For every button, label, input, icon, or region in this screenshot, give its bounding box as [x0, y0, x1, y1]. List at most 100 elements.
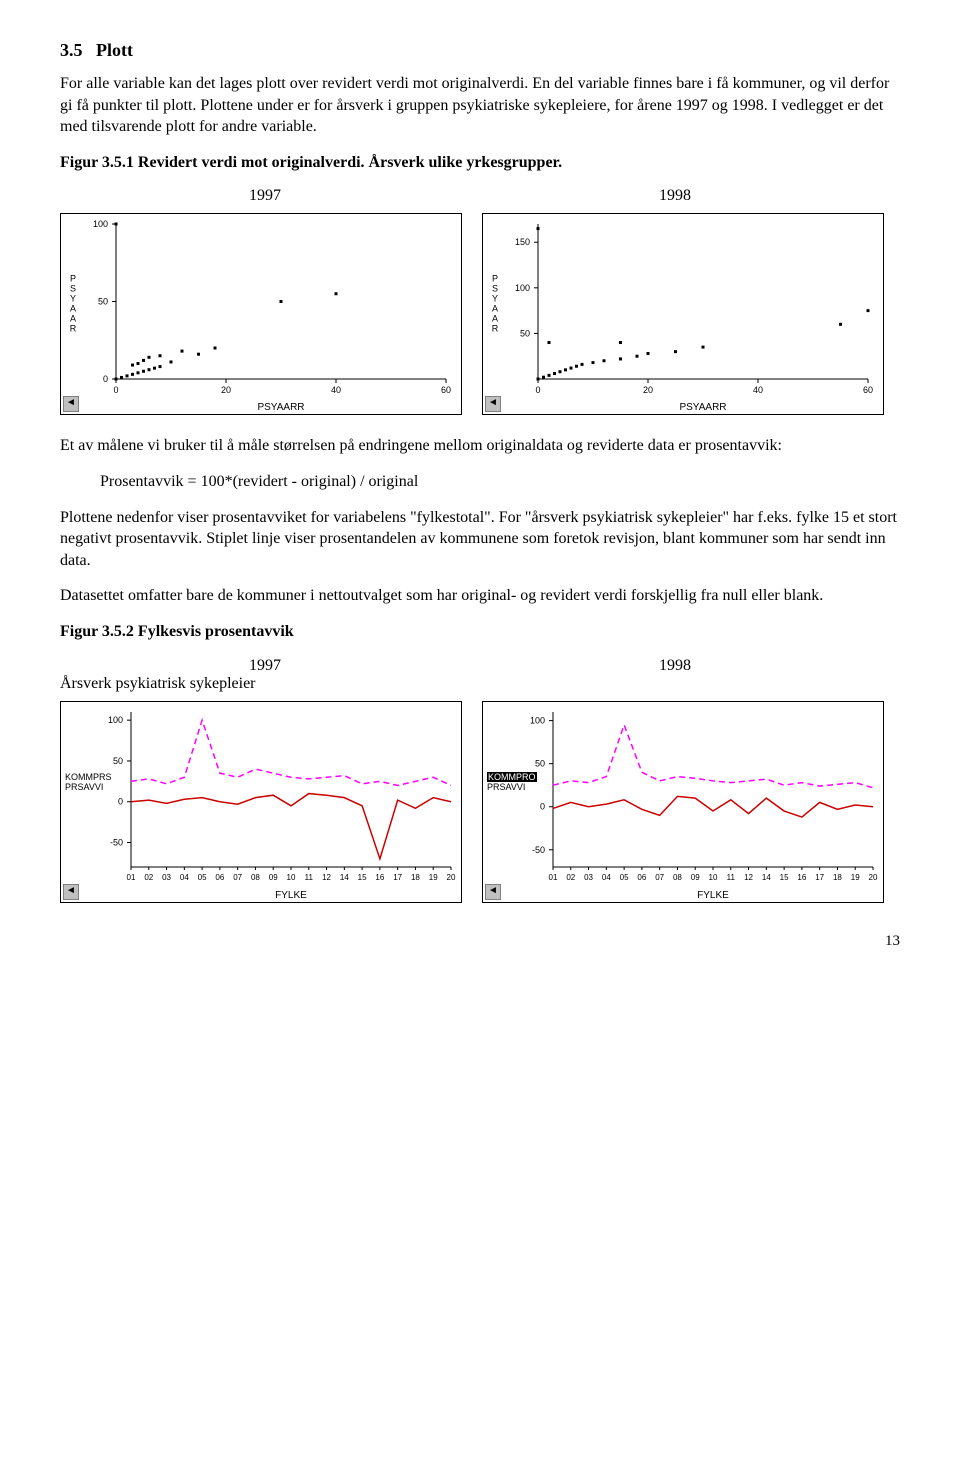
figure-1-charts: 0204060050100PSYAARRPSYAAR ◄ 02040605010…	[60, 213, 900, 415]
svg-text:50: 50	[113, 755, 123, 765]
svg-text:12: 12	[322, 873, 331, 882]
line-1998: 01020304050607080910111214151617181920-5…	[482, 701, 884, 903]
figure-2-year-left: 1997	[60, 657, 470, 675]
legend-item: KOMMPRS	[65, 772, 112, 783]
svg-text:20: 20	[869, 873, 878, 882]
legend-item: PRSAVVI	[487, 782, 537, 793]
svg-text:100: 100	[93, 219, 108, 229]
formula: Prosentavvik = 100*(revidert - original)…	[100, 471, 900, 493]
svg-text:A: A	[70, 304, 76, 314]
svg-text:FYLKE: FYLKE	[697, 890, 729, 901]
svg-text:S: S	[492, 284, 498, 294]
svg-text:50: 50	[520, 329, 530, 339]
svg-text:01: 01	[127, 873, 136, 882]
svg-text:60: 60	[863, 385, 873, 395]
svg-text:-50: -50	[532, 844, 545, 854]
svg-text:P: P	[70, 274, 76, 284]
svg-text:15: 15	[780, 873, 789, 882]
figure-2-year-row: 1997 1998	[60, 657, 880, 675]
scroll-arrow-icon[interactable]: ◄	[485, 396, 501, 412]
svg-text:03: 03	[584, 873, 593, 882]
svg-text:06: 06	[637, 873, 646, 882]
scroll-arrow-icon[interactable]: ◄	[485, 884, 501, 900]
svg-text:06: 06	[215, 873, 224, 882]
svg-text:R: R	[70, 324, 77, 334]
svg-text:05: 05	[198, 873, 207, 882]
svg-text:20: 20	[221, 385, 231, 395]
svg-text:11: 11	[727, 873, 736, 882]
svg-text:0: 0	[118, 796, 123, 806]
line-1997: 01020304050607080910111214151617181920-5…	[60, 701, 462, 903]
paragraph-4: Datasettet omfatter bare de kommuner i n…	[60, 585, 900, 607]
svg-text:150: 150	[515, 238, 530, 248]
svg-text:10: 10	[709, 873, 718, 882]
legend-item: PRSAVVI	[65, 782, 112, 793]
page-number: 13	[60, 933, 900, 950]
svg-text:10: 10	[287, 873, 296, 882]
svg-text:60: 60	[441, 385, 451, 395]
section-number: 3.5	[60, 40, 83, 60]
svg-text:07: 07	[233, 873, 242, 882]
svg-text:100: 100	[108, 715, 123, 725]
svg-text:S: S	[70, 284, 76, 294]
svg-text:09: 09	[691, 873, 700, 882]
legend-1998: KOMMPRO PRSAVVI	[487, 772, 537, 794]
svg-text:14: 14	[762, 873, 771, 882]
figure-1-year-row: 1997 1998	[60, 187, 880, 205]
section-title: Plott	[96, 40, 133, 60]
svg-text:02: 02	[144, 873, 153, 882]
svg-text:17: 17	[815, 873, 824, 882]
svg-text:16: 16	[375, 873, 384, 882]
svg-text:02: 02	[566, 873, 575, 882]
svg-text:40: 40	[331, 385, 341, 395]
svg-text:16: 16	[797, 873, 806, 882]
paragraph-1: For alle variable kan det lages plott ov…	[60, 73, 900, 138]
svg-text:A: A	[70, 314, 76, 324]
figure-1-year-right: 1998	[470, 187, 880, 205]
figure-2-charts: 01 02 03 04 05 06 07 08 09 10 11 12 14 15 16 17 18 19 20 -5…	[60, 701, 900, 903]
svg-text:19: 19	[851, 873, 860, 882]
scroll-arrow-icon[interactable]: ◄	[63, 396, 79, 412]
svg-text:0: 0	[103, 374, 108, 384]
svg-text:50: 50	[535, 758, 545, 768]
svg-text:Y: Y	[70, 294, 76, 304]
svg-text:-50: -50	[110, 837, 123, 847]
scatter-1998: 020406050100150PSYAARRPSYAAR ◄	[482, 213, 884, 415]
scroll-arrow-icon[interactable]: ◄	[63, 884, 79, 900]
scatter-1997: 0 20 40 60 0 50 100 PSYAARR PSYAAR ◄	[60, 213, 462, 415]
svg-text:R: R	[492, 324, 499, 334]
svg-text:40: 40	[753, 385, 763, 395]
svg-text:0: 0	[113, 385, 118, 395]
svg-text:11: 11	[305, 873, 314, 882]
svg-text:18: 18	[833, 873, 842, 882]
svg-text:12: 12	[744, 873, 753, 882]
legend-1997: KOMMPRS PRSAVVI	[65, 772, 112, 794]
svg-text:PSYAARR: PSYAARR	[679, 402, 726, 413]
svg-text:FYLKE: FYLKE	[275, 890, 307, 901]
svg-text:18: 18	[411, 873, 420, 882]
svg-text:50: 50	[98, 297, 108, 307]
svg-text:01: 01	[549, 873, 558, 882]
svg-text:A: A	[492, 304, 498, 314]
svg-text:100: 100	[515, 283, 530, 293]
svg-text:04: 04	[602, 873, 611, 882]
svg-text:PSYAARR: PSYAARR	[257, 402, 304, 413]
svg-text:Y: Y	[492, 294, 498, 304]
svg-text:0: 0	[535, 385, 540, 395]
svg-text:19: 19	[429, 873, 438, 882]
svg-text:03: 03	[162, 873, 171, 882]
figure-1-year-left: 1997	[60, 187, 470, 205]
svg-text:15: 15	[358, 873, 367, 882]
figure-2-caption: Figur 3.5.2 Fylkesvis prosentavvik	[60, 621, 900, 643]
svg-text:04: 04	[180, 873, 189, 882]
section-heading: 3.5 Plott	[60, 40, 900, 61]
svg-text:20: 20	[643, 385, 653, 395]
svg-text:20: 20	[447, 873, 456, 882]
paragraph-3: Plottene nedenfor viser prosentavviket f…	[60, 507, 900, 572]
svg-text:09: 09	[269, 873, 278, 882]
svg-text:P: P	[492, 274, 498, 284]
legend-item: KOMMPRO	[487, 772, 537, 783]
svg-text:08: 08	[673, 873, 682, 882]
figure-1-caption: Figur 3.5.1 Revidert verdi mot originalv…	[60, 152, 900, 174]
svg-text:05: 05	[620, 873, 629, 882]
